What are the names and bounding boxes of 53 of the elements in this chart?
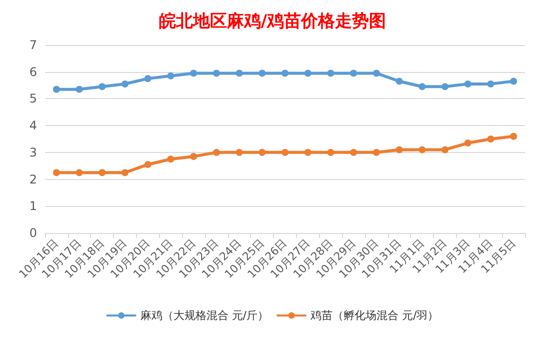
point (327, 148, 334, 156)
point (98, 83, 106, 90)
y-tick-label: 3 (29, 145, 37, 160)
point (350, 148, 358, 156)
point (236, 148, 243, 156)
y-tick-label: 2 (29, 172, 37, 186)
point (442, 146, 448, 154)
legend-label: 鸡苗（孵化场混合 元/羽） (310, 309, 439, 322)
point (282, 70, 288, 77)
point (464, 80, 472, 88)
point (304, 148, 312, 156)
point (258, 148, 266, 156)
y-tick-label: 7 (29, 38, 37, 52)
y-tick-label: 1 (29, 199, 37, 214)
point (418, 146, 426, 154)
point (212, 148, 220, 156)
point (236, 70, 243, 77)
point (396, 146, 403, 154)
point (487, 80, 494, 88)
point (442, 83, 448, 90)
point (487, 136, 494, 142)
chart-title: 皖北地区麻鸡/鸡苗价格走势图 (158, 12, 386, 32)
point (144, 75, 152, 82)
y-tick-label: 6 (29, 64, 37, 79)
y-tick-label: 5 (29, 92, 37, 106)
point (350, 70, 358, 77)
point (372, 148, 380, 156)
point (190, 70, 198, 77)
y-tick-label: 4 (29, 118, 37, 133)
point (122, 169, 128, 176)
point (510, 132, 518, 140)
point (258, 70, 266, 77)
point (52, 86, 60, 93)
point (212, 70, 220, 77)
point (418, 83, 426, 90)
y-tick-label: 0 (29, 226, 37, 240)
point (76, 169, 83, 176)
point (122, 80, 128, 88)
point (510, 78, 518, 85)
point (396, 78, 403, 85)
point (167, 156, 174, 163)
point (372, 70, 380, 77)
point (304, 70, 312, 77)
point (98, 169, 106, 176)
point (144, 161, 152, 168)
point (52, 169, 60, 176)
point (282, 148, 288, 156)
legend-label: 麻鸡（大规格混合 元/斤） (140, 309, 268, 322)
point (190, 152, 198, 160)
point (76, 86, 83, 93)
point (167, 72, 174, 80)
point (464, 140, 472, 147)
point (327, 70, 334, 77)
